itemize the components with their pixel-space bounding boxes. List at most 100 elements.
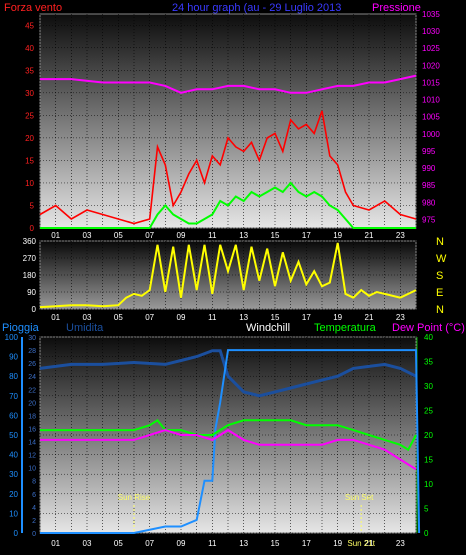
- wind-tick-label: 35: [25, 66, 34, 75]
- humidity-tick-label: 6: [32, 492, 36, 499]
- wind-tick-label: 45: [25, 21, 34, 30]
- compass-label: N: [436, 236, 444, 248]
- humidity-line: [39, 349, 417, 398]
- hour-tick-label: 13: [239, 539, 248, 548]
- humidity-tick-label: 8: [32, 479, 36, 486]
- compass-label: W: [436, 253, 447, 265]
- hour-tick-label: 03: [83, 313, 92, 322]
- pressure-tick-label: 1020: [422, 61, 440, 70]
- pressure-tick-label: 1015: [422, 78, 440, 87]
- pressure-tick-label: 985: [422, 181, 436, 190]
- temperature-line: [40, 418, 417, 452]
- hour-tick-label: 23: [396, 539, 405, 548]
- humidity-tick-label: 20: [28, 400, 36, 407]
- winddir-tick-label: 90: [27, 288, 36, 297]
- winddir-tick-label: 360: [23, 237, 37, 246]
- pressure-tick-label: 1030: [422, 27, 440, 36]
- humidity-tick-label: 30: [28, 335, 36, 342]
- hour-tick-label: 21: [365, 231, 374, 240]
- rain-pct-tick-label: 30: [9, 470, 18, 479]
- hour-tick-label: 07: [145, 313, 154, 322]
- rain-pct-tick-label: 20: [9, 490, 18, 499]
- hour-tick-label: 13: [239, 313, 248, 322]
- hour-tick-label: 11: [208, 313, 217, 322]
- hour-tick-label: 07: [145, 231, 154, 240]
- winddir-tick-label: 0: [32, 305, 37, 314]
- hour-tick-label: 11: [208, 539, 217, 548]
- pressure-tick-label: 1025: [422, 44, 440, 53]
- dewpoint-line: [40, 428, 417, 471]
- hour-tick-label: 17: [302, 539, 311, 548]
- rain-pct-tick-label: 90: [9, 353, 18, 362]
- pressure-tick-label: 975: [422, 215, 436, 224]
- wind-avg-line: [40, 181, 416, 229]
- pressure-tick-label: 995: [422, 147, 436, 156]
- humidity-tick-label: 0: [32, 531, 36, 538]
- compass-label: N: [436, 304, 444, 316]
- hour-tick-label: 15: [271, 313, 280, 322]
- humidity-tick-label: 16: [28, 426, 36, 433]
- hour-tick-label: 23: [396, 231, 405, 240]
- humidity-tick-label: 28: [28, 348, 36, 355]
- rain-pct-tick-label: 80: [9, 372, 18, 381]
- wind-tick-label: 0: [30, 224, 35, 233]
- humidity-tick-label: 18: [28, 413, 36, 420]
- wind-axis-title: Forza vento: [4, 2, 62, 14]
- rain-pct-tick-label: 60: [9, 411, 18, 420]
- temperature-tick-label: 35: [424, 358, 433, 367]
- pressure-tick-label: 1010: [422, 96, 440, 105]
- hour-tick-label: 17: [302, 313, 311, 322]
- humidity-tick-label: 12: [28, 453, 36, 460]
- rain-pct-tick-label: 70: [9, 392, 18, 401]
- hour-tick-label: 01: [51, 313, 60, 322]
- winddir-line: [39, 242, 417, 309]
- humidity-tick-label: 26: [28, 361, 36, 368]
- hour-tick-label: 17: [302, 231, 311, 240]
- axes: 0510152025303540459759809859909951000100…: [5, 10, 447, 548]
- rain-pct-tick-label: 50: [9, 431, 18, 440]
- hour-tick-label: 03: [83, 539, 92, 548]
- humidity-tick-label: 4: [32, 505, 36, 512]
- compass-label: E: [436, 287, 443, 299]
- temperature-tick-label: 5: [424, 505, 429, 514]
- wind-tick-label: 30: [25, 89, 34, 98]
- hour-tick-label: 11: [208, 231, 217, 240]
- hour-tick-label: 19: [333, 313, 342, 322]
- wind-tick-label: 10: [25, 179, 34, 188]
- pressure-axis-title: Pressione: [372, 2, 421, 14]
- hour-tick-label: 09: [177, 539, 186, 548]
- rain-line: [40, 349, 421, 534]
- hour-tick-label: 01: [51, 539, 60, 548]
- pressure-tick-label: 1000: [422, 130, 440, 139]
- series-layer: [39, 74, 421, 534]
- humidity-tick-label: 10: [28, 466, 36, 473]
- temperature-tick-label: 15: [424, 456, 433, 465]
- wind-tick-label: 5: [30, 201, 35, 210]
- wind-tick-label: 15: [25, 156, 34, 165]
- hour-tick-label: 03: [83, 231, 92, 240]
- windchill-legend: Windchill: [246, 322, 290, 334]
- pressure-tick-label: 1035: [422, 10, 440, 19]
- wind-line: [39, 110, 417, 225]
- panel-wind-pressure: [39, 13, 417, 229]
- chart-title: 24 hour graph (au - 29 Luglio 2013: [172, 2, 341, 14]
- rain-pct-tick-label: 0: [14, 529, 19, 538]
- pressure-tick-label: 990: [422, 164, 436, 173]
- hour-tick-label: 23: [396, 313, 405, 322]
- hour-tick-label: 09: [177, 231, 186, 240]
- temperature-tick-label: 10: [424, 480, 433, 489]
- temperature-tick-label: 25: [424, 407, 433, 416]
- compass-label: S: [436, 270, 443, 282]
- temperature-tick-label: 30: [424, 382, 433, 391]
- humidity-axis-title: Umidita: [66, 322, 104, 334]
- hour-tick-label: 01: [51, 231, 60, 240]
- sunset-label: Sun Set: [345, 493, 374, 502]
- hour-tick-label: 19: [333, 231, 342, 240]
- hour-tick-label: 05: [114, 539, 123, 548]
- sunset-tick-label: Sun 21t: [347, 539, 375, 548]
- humidity-tick-label: 22: [28, 387, 36, 394]
- winddir-tick-label: 270: [23, 254, 37, 263]
- pressure-line: [40, 74, 417, 94]
- hour-tick-label: 15: [271, 539, 280, 548]
